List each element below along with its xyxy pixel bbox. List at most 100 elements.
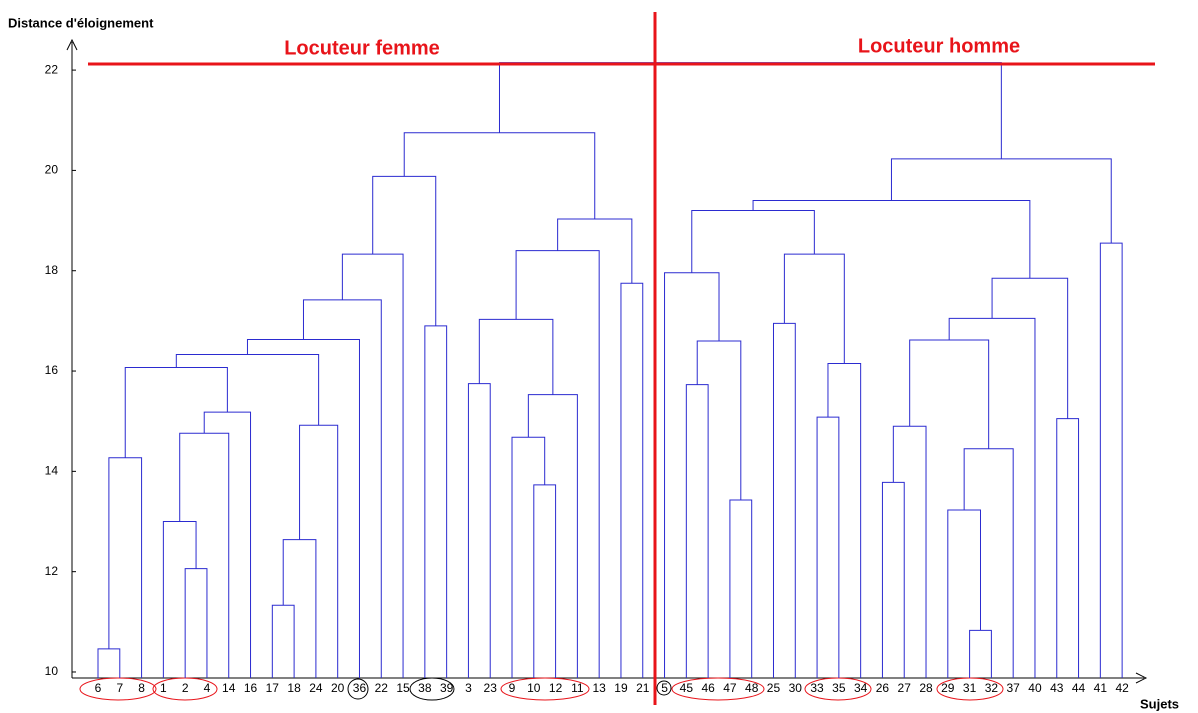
link — [124, 367, 228, 458]
leaf-label: 48 — [745, 681, 759, 695]
leaf-label: 17 — [266, 681, 280, 695]
leaf-label: 47 — [723, 681, 737, 695]
leaf-label: 39 — [440, 681, 454, 695]
leaf-label: 30 — [789, 681, 803, 695]
link — [783, 253, 845, 364]
link — [963, 448, 1014, 678]
y-tick-label: 18 — [45, 263, 59, 277]
leaf-label: 5 — [661, 681, 668, 695]
leaf-label: 32 — [985, 681, 999, 695]
link — [557, 218, 633, 284]
leaf-label: 45 — [680, 681, 694, 695]
leaf-label: 12 — [549, 681, 563, 695]
link — [947, 509, 981, 678]
link — [892, 425, 927, 678]
leaf-label: 23 — [484, 681, 498, 695]
link — [424, 325, 448, 678]
link — [184, 568, 208, 678]
group-ellipse — [79, 677, 157, 701]
link — [372, 175, 437, 326]
y-tick-label: 16 — [45, 363, 59, 377]
leaf-label: 22 — [375, 681, 389, 695]
leaf-label: 28 — [919, 681, 933, 695]
link — [816, 416, 840, 678]
link — [478, 318, 554, 395]
leaf-label: 10 — [527, 681, 541, 695]
link — [527, 394, 578, 678]
group-ellipse — [804, 677, 872, 701]
group-ellipse — [671, 677, 765, 701]
leaf-label: 11 — [571, 681, 584, 695]
leaf-circle — [409, 677, 455, 701]
leaf-label: 7 — [116, 681, 123, 695]
link — [175, 353, 320, 426]
link — [772, 322, 796, 678]
y-tick-label: 12 — [45, 564, 59, 578]
link — [1056, 418, 1080, 678]
leaf-label: 37 — [1007, 681, 1021, 695]
annotation: Locuteur femme — [284, 37, 440, 59]
link — [827, 363, 862, 678]
leaf-label: 13 — [592, 681, 606, 695]
group-ellipse — [500, 677, 590, 701]
leaf-label: 46 — [701, 681, 715, 695]
leaf-label: 15 — [396, 681, 410, 695]
leaf-label: 41 — [1094, 681, 1108, 695]
leaf-label: 40 — [1028, 681, 1042, 695]
link — [969, 629, 992, 678]
link — [729, 499, 753, 678]
link — [467, 383, 491, 678]
leaf-markers — [79, 677, 1004, 701]
y-axis-title: Distance d'éloignement — [8, 15, 154, 30]
y-tick-label: 20 — [45, 163, 59, 177]
leaf-label: 25 — [767, 681, 781, 695]
leaf-label: 1 — [160, 681, 167, 695]
link — [299, 424, 339, 678]
leaf-label: 8 — [138, 681, 145, 695]
link — [685, 384, 709, 678]
leaf-label: 34 — [854, 681, 868, 695]
link — [282, 539, 317, 678]
x-axis-arrow — [1135, 672, 1148, 684]
link — [97, 648, 121, 678]
leaf-label: 19 — [614, 681, 628, 695]
y-axis-arrow — [66, 38, 78, 51]
leaf-label: 35 — [832, 681, 846, 695]
leaf-label: 6 — [95, 681, 102, 695]
leaf-label: 29 — [941, 681, 955, 695]
link — [948, 317, 1036, 678]
link — [179, 432, 230, 678]
link — [881, 481, 905, 678]
leaf-label: 21 — [636, 681, 650, 695]
link — [909, 339, 990, 449]
link — [203, 411, 252, 678]
y-tick-label: 14 — [45, 464, 59, 478]
leaf-label: 31 — [963, 681, 977, 695]
leaf-label: 4 — [204, 681, 211, 695]
leaf-label: 42 — [1115, 681, 1129, 695]
link — [533, 484, 557, 678]
link — [752, 200, 1031, 279]
leaf-circle — [656, 680, 672, 696]
leaf-label: 38 — [418, 681, 432, 695]
y-tick-label: 10 — [45, 664, 59, 678]
leaf-label: 26 — [876, 681, 890, 695]
leaf-label: 43 — [1050, 681, 1064, 695]
link — [620, 282, 644, 678]
leaf-circle — [347, 678, 369, 700]
leaf-label: 3 — [465, 681, 472, 695]
leaf-label: 16 — [244, 681, 258, 695]
leaf-label: 27 — [898, 681, 912, 695]
link — [162, 521, 197, 678]
link — [664, 272, 720, 678]
link — [991, 277, 1069, 419]
leaf-label: 36 — [353, 681, 367, 695]
leaf-label: 33 — [810, 681, 824, 695]
annotation: Locuteur homme — [858, 35, 1020, 57]
leaf-label: 20 — [331, 681, 345, 695]
link — [691, 210, 815, 273]
link — [498, 62, 1002, 159]
link — [1099, 242, 1123, 678]
link — [403, 132, 596, 220]
